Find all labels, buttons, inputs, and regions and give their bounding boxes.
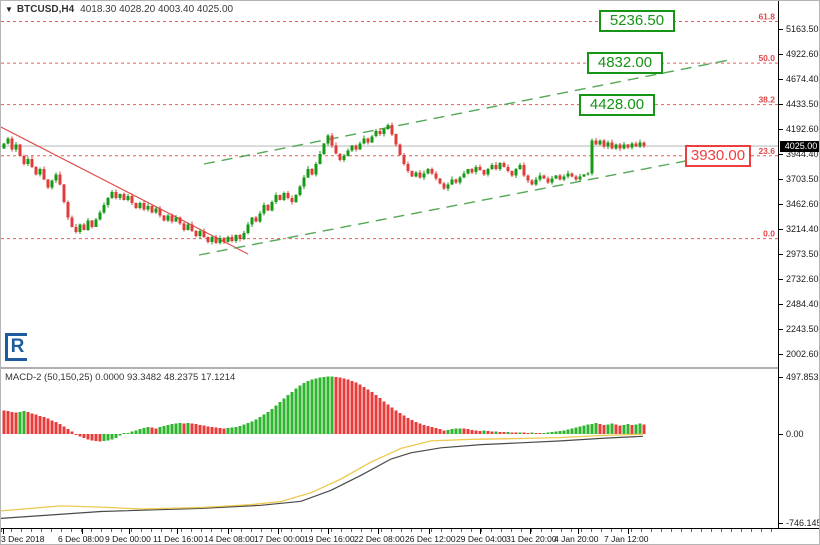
price-axis-label: 2002.60 bbox=[786, 349, 819, 359]
time-axis-label: 11 Dec 16:00 bbox=[153, 534, 203, 544]
axis-tick bbox=[779, 254, 783, 255]
macd-axis-label: 497.8532 bbox=[786, 372, 820, 382]
fib-percent-label: 23.6 bbox=[758, 146, 775, 156]
price-axis-label: 2973.50 bbox=[786, 249, 819, 259]
time-axis-label: 17 Dec 00:00 bbox=[254, 534, 305, 544]
axis-tick bbox=[779, 523, 783, 524]
price-axis-label: 4922.60 bbox=[786, 49, 819, 59]
macd-axis-label: -746.1455 bbox=[786, 518, 819, 528]
candlestick-chart-canvas[interactable]: 61.8 50.0 38.2 23.6 0.0 bbox=[1, 1, 778, 367]
macd-histogram bbox=[2, 376, 646, 442]
resistance-trendline bbox=[1, 126, 249, 255]
time-axis-major-tick bbox=[530, 529, 531, 534]
price-axis-label: 3214.40 bbox=[786, 224, 819, 234]
time-axis-label: 9 Dec 00:00 bbox=[105, 534, 151, 544]
time-axis-label: 19 Dec 16:00 bbox=[304, 534, 355, 544]
price-axis[interactable]: 4025.00 5163.50 4922.60 4674.40 4433.50 4192… bbox=[778, 1, 820, 528]
macd-indicator-label: MACD-2 (50,150,25) 0.0000 93.3482 48.237… bbox=[5, 372, 236, 383]
axis-tick bbox=[779, 79, 783, 80]
candlestick-series bbox=[2, 122, 646, 245]
time-axis-label: 31 Dec 20:00 bbox=[506, 534, 557, 544]
axis-tick bbox=[779, 329, 783, 330]
price-axis-label: 2732.60 bbox=[786, 274, 819, 284]
fib-percent-label: 38.2 bbox=[758, 95, 775, 105]
axis-tick bbox=[779, 377, 783, 378]
price-axis-label: 4674.40 bbox=[786, 74, 819, 84]
macd-signal-line bbox=[1, 433, 644, 512]
price-axis-label: 4192.60 bbox=[786, 124, 819, 134]
axis-tick bbox=[779, 54, 783, 55]
channel-trendline bbox=[203, 58, 735, 165]
price-axis-label: 4433.50 bbox=[786, 99, 819, 109]
price-axis-label: 3462.60 bbox=[786, 199, 819, 209]
time-axis-major-tick bbox=[578, 529, 579, 534]
time-axis-label: 22 Dec 08:00 bbox=[354, 534, 405, 544]
time-axis-major-tick bbox=[278, 529, 279, 534]
macd-axis-label: 0.00 bbox=[786, 429, 804, 439]
axis-tick bbox=[779, 354, 783, 355]
time-axis-major-tick bbox=[82, 529, 83, 534]
time-axis-major-tick bbox=[228, 529, 229, 534]
axis-tick bbox=[779, 104, 783, 105]
collapse-triangle-icon[interactable]: ▼ bbox=[5, 5, 13, 14]
broker-logo: R bbox=[5, 333, 27, 361]
current-price-tag: 4025.00 bbox=[780, 141, 819, 152]
price-axis-label: 5163.50 bbox=[786, 24, 819, 34]
axis-tick bbox=[779, 229, 783, 230]
time-axis-major-tick bbox=[129, 529, 130, 534]
price-chart-panel[interactable]: 61.8 50.0 38.2 23.6 0.0 ▼ BTCUSD,H4 4018.30 40… bbox=[1, 1, 778, 367]
time-axis-major-tick bbox=[3, 529, 4, 534]
time-axis-minor-ticks bbox=[1, 529, 779, 532]
time-axis-label: 7 Jan 12:00 bbox=[604, 534, 649, 544]
fib-percent-label: 50.0 bbox=[758, 53, 775, 63]
time-axis-label: 4 Jan 20:00 bbox=[554, 534, 599, 544]
price-target-label[interactable]: 3930.00 bbox=[685, 144, 751, 167]
time-axis-label: 29 Dec 04:00 bbox=[456, 534, 507, 544]
axis-tick bbox=[779, 304, 783, 305]
time-axis-label: 14 Dec 08:00 bbox=[204, 534, 255, 544]
axis-tick bbox=[779, 179, 783, 180]
axis-tick bbox=[779, 279, 783, 280]
price-axis-label: 2243.50 bbox=[786, 324, 819, 334]
chart-title: ▼ BTCUSD,H4 4018.30 4028.20 4003.40 4025.0… bbox=[5, 4, 233, 15]
time-axis-major-tick bbox=[328, 529, 329, 534]
channel-trendline bbox=[198, 157, 702, 256]
fib-percent-label: 0.0 bbox=[763, 229, 775, 239]
price-axis-label: 3944.40 bbox=[786, 149, 819, 159]
axis-tick bbox=[779, 434, 783, 435]
time-axis-major-tick bbox=[378, 529, 379, 534]
time-axis-major-tick bbox=[628, 529, 629, 534]
time-axis-major-tick bbox=[429, 529, 430, 534]
price-axis-label: 2484.40 bbox=[786, 299, 819, 309]
price-axis-label: 3703.50 bbox=[786, 174, 819, 184]
axis-tick bbox=[779, 204, 783, 205]
time-axis-major-tick bbox=[480, 529, 481, 534]
price-target-label[interactable]: 4428.00 bbox=[579, 93, 655, 116]
axis-tick bbox=[779, 154, 783, 155]
ohlc-values: 4018.30 4028.20 4003.40 4025.00 bbox=[80, 4, 234, 15]
macd-chart-canvas[interactable] bbox=[1, 369, 778, 528]
axis-tick bbox=[779, 129, 783, 130]
time-axis-label: 6 Dec 08:00 bbox=[58, 534, 104, 544]
fib-percent-label: 61.8 bbox=[758, 12, 775, 22]
symbol-timeframe-label: BTCUSD,H4 bbox=[16, 4, 75, 15]
time-axis-label: 26 Dec 12:00 bbox=[405, 534, 456, 544]
axis-tick bbox=[779, 29, 783, 30]
price-target-label[interactable]: 4832.00 bbox=[587, 52, 663, 75]
price-target-label[interactable]: 5236.50 bbox=[599, 10, 675, 33]
macd-main-line bbox=[1, 435, 644, 519]
macd-indicator-panel[interactable]: MACD-2 (50,150,25) 0.0000 93.3482 48.237… bbox=[1, 369, 778, 528]
time-axis-major-tick bbox=[177, 529, 178, 534]
time-axis-label: 3 Dec 2018 bbox=[1, 534, 45, 544]
time-axis[interactable]: 3 Dec 2018 6 Dec 08:00 9 Dec 00:00 11 Dec 1… bbox=[1, 528, 819, 544]
panel-separator[interactable] bbox=[1, 367, 819, 369]
